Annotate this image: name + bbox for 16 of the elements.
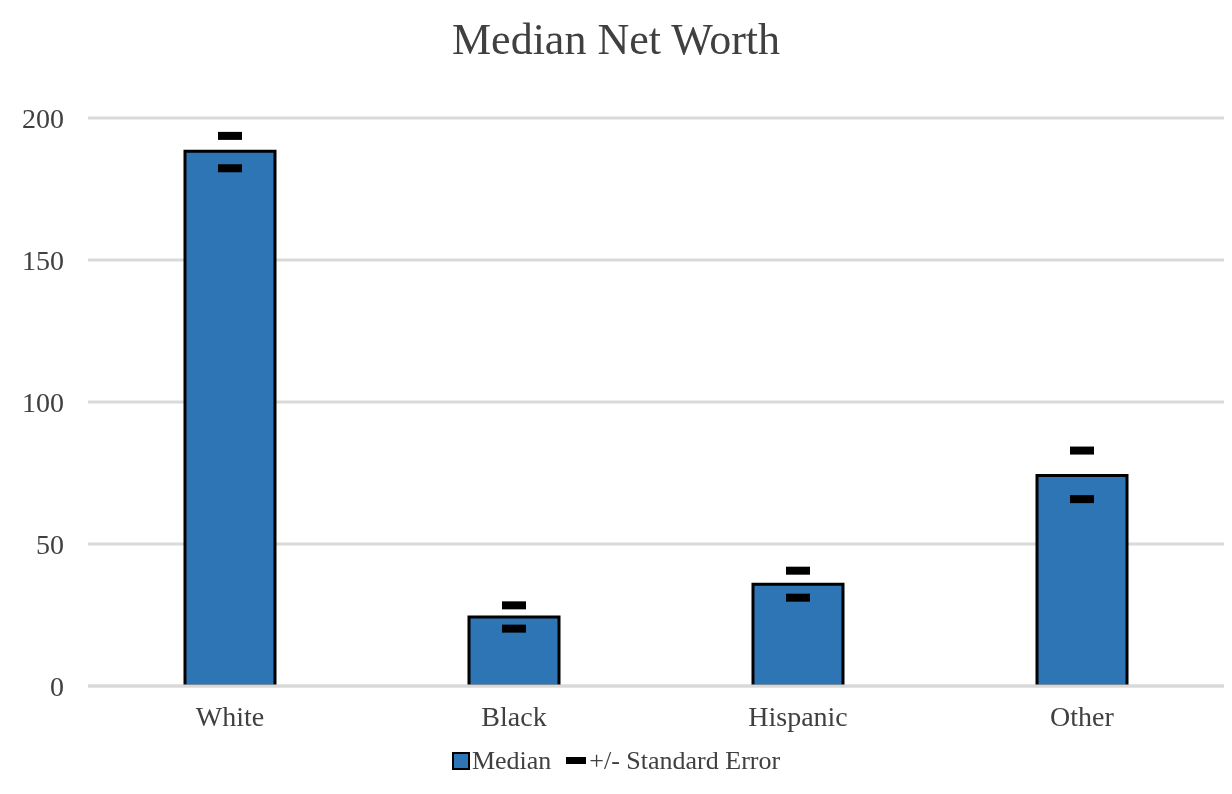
y-tick-label: 150 (22, 244, 64, 276)
x-tick-label: Black (481, 700, 547, 732)
bar (751, 582, 845, 686)
x-tick-label: Hispanic (748, 700, 848, 732)
y-tick-label: 50 (36, 528, 64, 560)
bar (467, 615, 561, 686)
y-tick-label: 100 (22, 386, 64, 418)
y-tick-label: 200 (22, 102, 64, 134)
bar (1035, 474, 1129, 686)
chart-title: Median Net Worth (451, 14, 781, 66)
bar (183, 149, 277, 686)
legend-label: +/- Standard Error (589, 746, 781, 776)
x-tick-label: White (195, 700, 265, 732)
x-tick-label: Other (1050, 700, 1115, 732)
legend-label: Median (471, 746, 552, 776)
y-tick-label: 0 (50, 670, 64, 702)
